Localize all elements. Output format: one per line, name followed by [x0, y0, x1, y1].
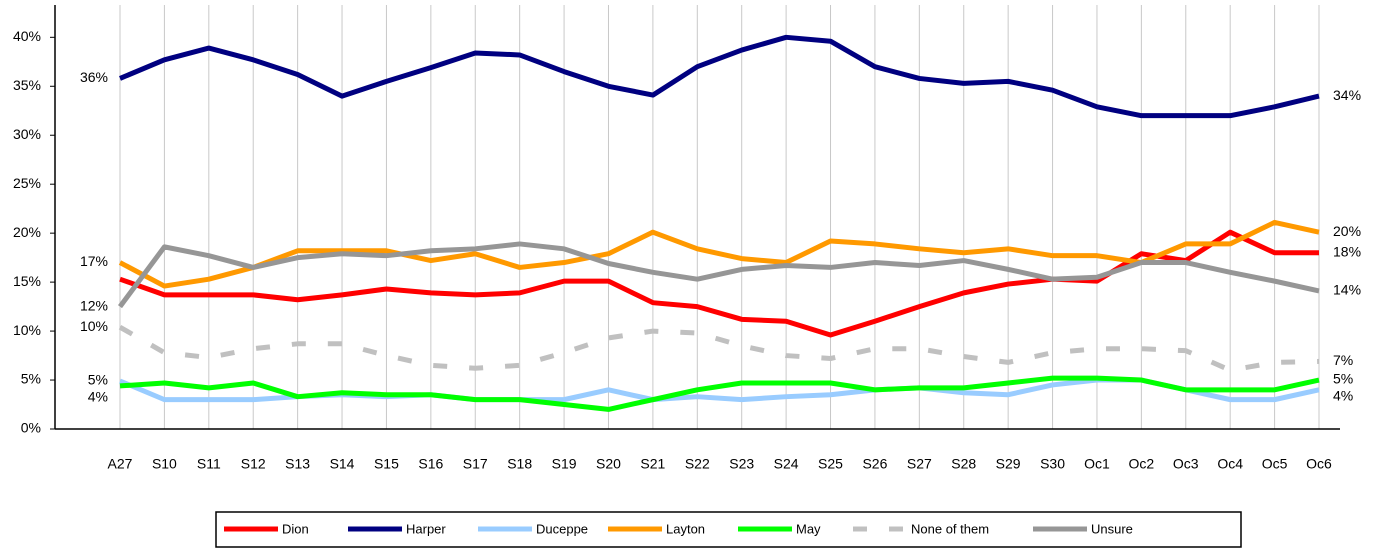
x-tick-label: S11 [197, 456, 221, 472]
x-tick-label: A27 [108, 456, 133, 472]
value-label: 4% [88, 389, 108, 405]
x-tick-label: S16 [418, 456, 443, 472]
x-tick-label: S30 [1040, 456, 1065, 472]
legend-text: Unsure [1091, 521, 1133, 536]
y-tick-label: 20% [13, 224, 41, 240]
x-tick-label: S27 [907, 456, 932, 472]
legend-text: Harper [406, 521, 446, 536]
x-tick-label: Oc3 [1173, 456, 1199, 472]
x-tick-label: S20 [596, 456, 621, 472]
value-label: 20% [1333, 223, 1361, 239]
legend-text: May [796, 521, 821, 536]
legend-text: Duceppe [536, 521, 588, 536]
series-line [118, 219, 1320, 289]
legend-text: Dion [282, 521, 309, 536]
y-tick-label: 40% [13, 28, 41, 44]
value-label: 7% [1333, 352, 1353, 368]
x-tick-label: S23 [729, 456, 754, 472]
x-tick-label: S13 [285, 456, 310, 472]
y-tick-label: 30% [13, 126, 41, 142]
x-tick-label: S10 [152, 456, 177, 472]
x-tick-label: S15 [374, 456, 399, 472]
series-line [118, 324, 1320, 373]
x-tick-label: S18 [507, 456, 532, 472]
y-tick-label: 10% [13, 322, 41, 338]
legend-text: None of them [911, 521, 989, 536]
value-label: 10% [80, 318, 108, 334]
x-tick-label: S21 [640, 456, 665, 472]
series-line [119, 229, 1319, 338]
series-line [119, 34, 1320, 119]
value-label: 12% [80, 297, 108, 313]
value-label: 34% [1333, 87, 1361, 103]
series-line [117, 241, 1320, 309]
y-tick-label: 35% [13, 77, 41, 93]
x-tick-label: Oc6 [1306, 456, 1332, 472]
value-label: 4% [1333, 388, 1353, 404]
x-tick-label: S12 [241, 456, 266, 472]
x-tick-label: S29 [996, 456, 1021, 472]
x-tick-label: Oc1 [1084, 456, 1110, 472]
y-tick-label: 0% [21, 420, 41, 436]
legend-text: Layton [666, 521, 705, 536]
value-label: 18% [1333, 243, 1361, 259]
x-tick-label: S28 [951, 456, 976, 472]
x-tick-label: S24 [774, 456, 799, 472]
x-tick-label: Oc4 [1217, 456, 1243, 472]
value-label: 5% [88, 372, 108, 388]
x-tick-label: S22 [685, 456, 710, 472]
x-tick-label: S19 [552, 456, 577, 472]
y-tick-label: 5% [21, 371, 41, 387]
value-label: 17% [80, 253, 108, 269]
x-tick-label: Oc5 [1262, 456, 1288, 472]
x-tick-label: S26 [862, 456, 887, 472]
x-tick-label: S25 [818, 456, 843, 472]
x-tick-label: Oc2 [1129, 456, 1155, 472]
value-label: 5% [1333, 371, 1353, 387]
y-tick-label: 25% [13, 175, 41, 191]
x-tick-label: S17 [463, 456, 488, 472]
x-tick-label: S14 [330, 456, 355, 472]
series-line [119, 375, 1320, 412]
y-tick-label: 15% [13, 273, 41, 289]
value-label: 36% [80, 69, 108, 85]
value-label: 14% [1333, 282, 1361, 298]
